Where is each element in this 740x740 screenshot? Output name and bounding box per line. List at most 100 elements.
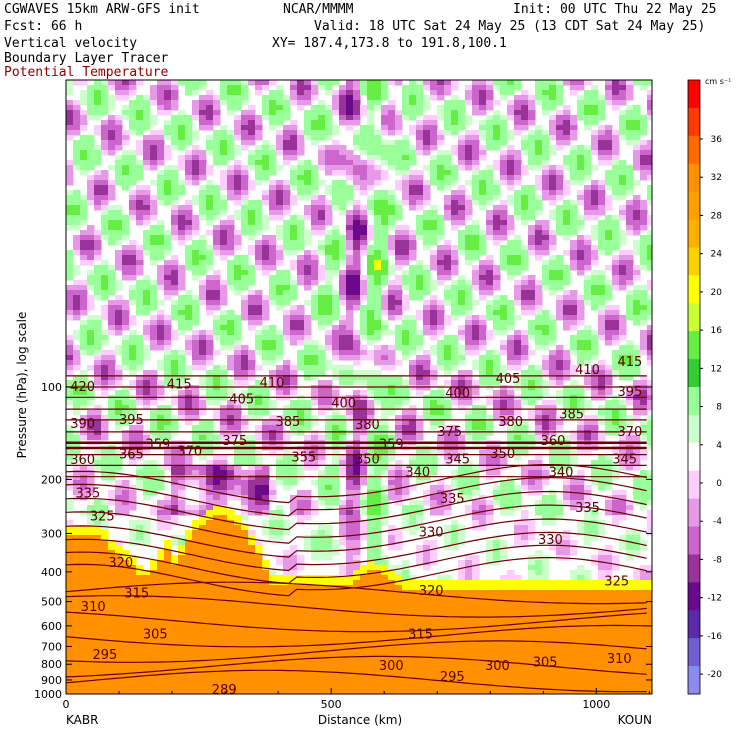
velocity-cell — [108, 570, 116, 576]
velocity-cell — [129, 655, 137, 661]
velocity-cell — [66, 315, 74, 321]
velocity-cell — [150, 250, 158, 256]
velocity-cell — [255, 240, 263, 246]
velocity-cell — [171, 430, 179, 436]
velocity-cell — [269, 250, 277, 256]
velocity-cell — [192, 170, 200, 176]
velocity-cell — [80, 650, 88, 656]
velocity-cell — [80, 575, 88, 581]
velocity-cell — [255, 310, 263, 316]
velocity-cell — [115, 345, 123, 351]
velocity-cell — [325, 665, 333, 671]
velocity-cell — [122, 400, 130, 406]
velocity-cell — [185, 350, 193, 356]
velocity-cell — [213, 335, 221, 341]
velocity-cell — [367, 390, 375, 396]
velocity-cell — [129, 160, 137, 166]
velocity-cell — [395, 675, 403, 681]
velocity-cell — [318, 590, 326, 596]
velocity-cell — [367, 250, 375, 256]
velocity-cell — [178, 505, 186, 511]
velocity-cell — [157, 130, 165, 136]
velocity-cell — [80, 665, 88, 671]
velocity-cell — [374, 525, 382, 531]
velocity-cell — [381, 430, 389, 436]
velocity-cell — [269, 150, 277, 156]
velocity-cell — [115, 205, 123, 211]
velocity-cell — [101, 285, 109, 291]
velocity-cell — [346, 285, 354, 291]
velocity-cell — [353, 525, 361, 531]
velocity-cell — [304, 675, 312, 681]
velocity-cell — [339, 285, 347, 291]
velocity-cell — [381, 560, 389, 566]
velocity-cell — [136, 165, 144, 171]
velocity-cell — [241, 475, 249, 481]
velocity-cell — [269, 515, 277, 521]
velocity-cell — [94, 370, 102, 376]
velocity-cell — [262, 105, 270, 111]
velocity-cell — [178, 490, 186, 496]
velocity-cell — [66, 675, 74, 681]
velocity-cell — [402, 90, 410, 96]
velocity-cell — [325, 615, 333, 621]
velocity-cell — [297, 400, 305, 406]
velocity-cell — [108, 240, 116, 246]
velocity-cell — [206, 355, 214, 361]
velocity-cell — [101, 460, 109, 466]
velocity-cell — [395, 655, 403, 661]
velocity-cell — [409, 285, 417, 291]
velocity-cell — [199, 240, 207, 246]
velocity-cell — [395, 80, 403, 86]
velocity-cell — [206, 475, 214, 481]
velocity-cell — [353, 415, 361, 421]
velocity-cell — [87, 150, 95, 156]
velocity-cell — [80, 385, 88, 391]
velocity-cell — [297, 180, 305, 186]
velocity-cell — [248, 595, 256, 601]
velocity-cell — [192, 115, 200, 121]
velocity-cell — [241, 665, 249, 671]
velocity-cell — [297, 615, 305, 621]
velocity-cell — [381, 95, 389, 101]
velocity-cell — [332, 90, 340, 96]
velocity-cell — [318, 610, 326, 616]
velocity-cell — [220, 630, 228, 636]
velocity-cell — [409, 360, 417, 366]
velocity-cell — [108, 100, 116, 106]
velocity-cell — [234, 290, 242, 296]
velocity-cell — [262, 420, 270, 426]
velocity-cell — [227, 545, 235, 551]
velocity-cell — [346, 290, 354, 296]
velocity-cell — [248, 315, 256, 321]
velocity-cell — [248, 230, 256, 236]
velocity-cell — [374, 335, 382, 341]
velocity-cell — [318, 245, 326, 251]
velocity-cell — [290, 165, 298, 171]
velocity-cell — [311, 255, 319, 261]
velocity-cell — [171, 230, 179, 236]
velocity-cell — [73, 450, 81, 456]
velocity-cell — [318, 210, 326, 216]
velocity-cell — [66, 480, 74, 486]
velocity-cell — [66, 80, 74, 86]
velocity-cell — [346, 255, 354, 261]
velocity-cell — [311, 90, 319, 96]
velocity-cell — [339, 150, 347, 156]
velocity-cell — [416, 375, 424, 381]
velocity-cell — [367, 115, 375, 121]
velocity-cell — [276, 390, 284, 396]
velocity-cell — [220, 365, 228, 371]
velocity-cell — [178, 470, 186, 476]
velocity-cell — [150, 645, 158, 651]
velocity-cell — [115, 635, 123, 641]
velocity-cell — [234, 210, 242, 216]
velocity-cell — [311, 275, 319, 281]
velocity-cell — [304, 190, 312, 196]
velocity-cell — [136, 630, 144, 636]
velocity-cell — [353, 655, 361, 661]
velocity-cell — [248, 685, 256, 691]
velocity-cell — [346, 115, 354, 121]
velocity-cell — [150, 160, 158, 166]
velocity-cell — [241, 540, 249, 546]
